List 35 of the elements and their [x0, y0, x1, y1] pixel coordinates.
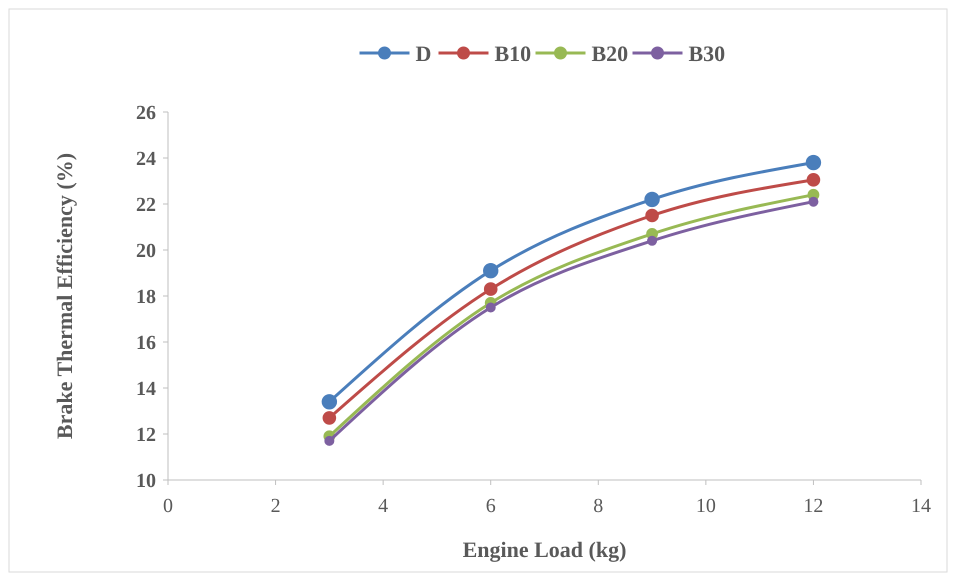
x-tick-label: 14 [911, 495, 931, 517]
point [486, 302, 496, 312]
legend-label: B20 [592, 41, 628, 66]
point [484, 282, 498, 296]
y-tick-label: 18 [136, 286, 156, 308]
x-axis-title: Engine Load (kg) [462, 537, 626, 562]
y-tick-label: 24 [136, 148, 156, 170]
y-tick-label: 14 [136, 378, 156, 400]
point [483, 263, 498, 278]
point [322, 411, 336, 425]
point [645, 208, 659, 222]
point [806, 173, 820, 187]
x-tick-label: 2 [270, 495, 281, 517]
y-tick-label: 20 [136, 240, 156, 262]
x-tick-label: 4 [378, 495, 388, 517]
y-axis-title: Brake Thermal Efficiency (%) [52, 152, 77, 440]
legend-label: D [416, 41, 432, 66]
point [808, 196, 818, 207]
y-tick-label: 12 [136, 424, 156, 446]
point [647, 236, 658, 246]
y-tick-label: 26 [136, 102, 156, 124]
y-tick-label: 16 [136, 332, 156, 354]
y-tick-label: 22 [136, 194, 156, 216]
legend-label: B30 [688, 41, 726, 66]
x-tick-label: 6 [486, 495, 496, 517]
point [324, 436, 334, 446]
x-tick-label: 12 [803, 495, 824, 517]
point [322, 394, 338, 410]
x-tick-label: 0 [163, 495, 173, 517]
legend-label: B10 [494, 41, 532, 66]
point [806, 154, 822, 170]
x-tick-label: 10 [696, 495, 716, 517]
y-tick-label: 10 [136, 470, 156, 492]
point [644, 192, 660, 208]
x-tick-label: 8 [593, 495, 604, 517]
